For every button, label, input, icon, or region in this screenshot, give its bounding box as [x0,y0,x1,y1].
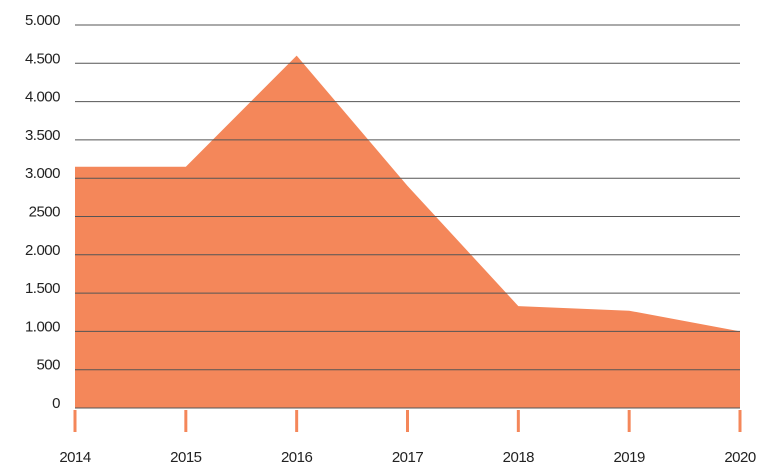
y-tick-label: 500 [36,357,60,374]
x-tick-label: 2014 [59,449,91,466]
x-tick-label: 2017 [392,449,424,466]
x-tick-label: 2016 [281,449,313,466]
x-tick-label: 2019 [613,449,645,466]
x-tick-label: 2018 [503,449,535,466]
y-tick-label: 4.500 [25,50,60,67]
y-tick-label: 1.500 [25,280,60,297]
x-tick-label: 2015 [170,449,202,466]
y-tick-label: 3.000 [25,165,60,182]
area [75,55,740,408]
x-tick-label: 2020 [724,449,756,466]
y-tick-label: 3.500 [25,127,60,144]
y-tick-label: 5.000 [25,12,60,29]
y-tick-label: 2.000 [25,242,60,259]
y-tick-label: 4.000 [25,89,60,106]
y-tick-label: 0 [52,395,60,412]
y-tick-label: 1.000 [25,318,60,335]
y-tick-label: 2500 [29,203,61,220]
